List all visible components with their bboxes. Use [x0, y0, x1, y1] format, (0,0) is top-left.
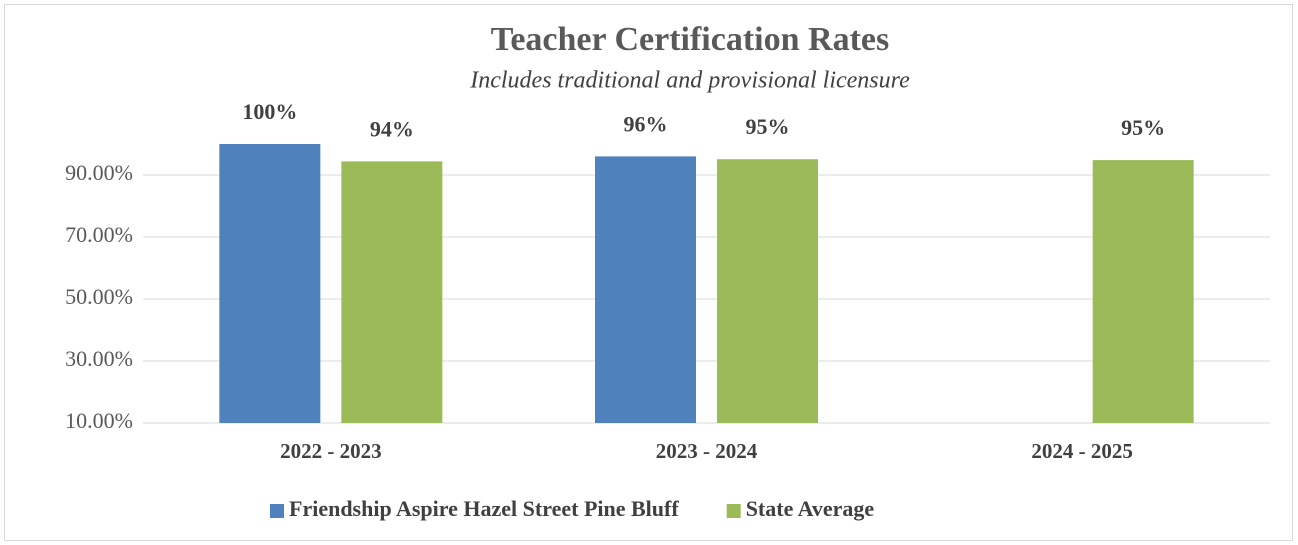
y-tick-label: 10.00%: [65, 408, 133, 433]
data-label: 95%: [1121, 115, 1165, 140]
chart-subtitle: Includes traditional and provisional lic…: [469, 68, 910, 94]
legend-label: State Average: [746, 496, 875, 521]
bar: [717, 159, 818, 423]
bar: [341, 161, 443, 424]
y-tick-label: 70.00%: [65, 222, 133, 247]
bar: [595, 156, 696, 423]
bar: [1092, 160, 1194, 423]
x-tick-label: 2023 - 2024: [656, 439, 758, 463]
data-label: 95%: [746, 114, 790, 139]
data-label: 100%: [242, 99, 297, 124]
legend-swatch: [726, 504, 741, 518]
data-label: 96%: [624, 111, 668, 136]
y-tick-label: 90.00%: [65, 160, 133, 185]
legend-swatch: [270, 504, 284, 518]
bar: [219, 144, 321, 423]
data-label: 94%: [370, 116, 414, 141]
chart-title: Teacher Certification Rates: [491, 21, 889, 58]
y-tick-label: 30.00%: [65, 346, 133, 371]
x-tick-label: 2024 - 2025: [1031, 439, 1133, 463]
legend-label: Friendship Aspire Hazel Street Pine Bluf…: [289, 496, 679, 521]
y-tick-label: 50.00%: [65, 284, 133, 309]
x-tick-label: 2022 - 2023: [280, 439, 382, 463]
